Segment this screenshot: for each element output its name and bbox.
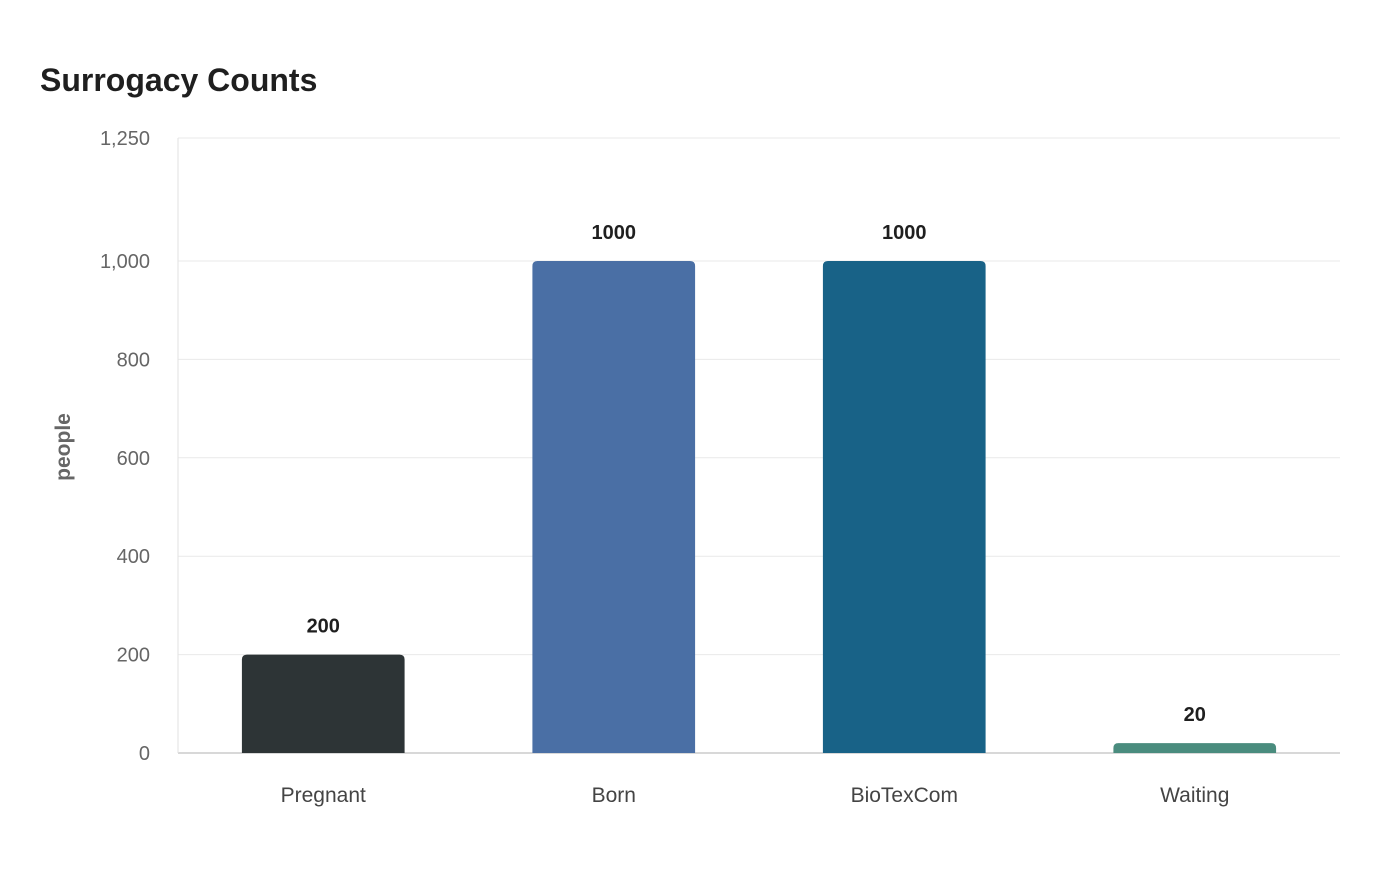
chart-title: Surrogacy Counts	[40, 62, 318, 98]
y-tick-label: 0	[139, 743, 150, 765]
data-label: 200	[307, 616, 340, 638]
x-tick-label: Pregnant	[281, 784, 366, 807]
y-tick-label: 1,250	[100, 128, 150, 150]
y-tick-label: 200	[117, 645, 150, 667]
x-tick-label: Born	[592, 784, 636, 807]
data-label: 20	[1184, 704, 1206, 726]
y-axis-title: people	[52, 413, 75, 481]
y-tick-label: 1,000	[100, 251, 150, 273]
data-label: 1000	[592, 222, 637, 244]
bar-waiting	[1113, 743, 1277, 753]
y-tick-label: 800	[117, 349, 150, 371]
bar-pregnant	[241, 654, 405, 753]
y-tick-label: 400	[117, 546, 150, 568]
x-tick-label: Waiting	[1160, 784, 1229, 807]
axes: 0 200 400 600 800 1,000 1,250	[100, 128, 179, 765]
y-tick-label: 600	[117, 448, 150, 470]
bar-biotexcom	[822, 261, 986, 753]
bars	[241, 261, 1277, 753]
x-tick-label: BioTexCom	[851, 784, 958, 807]
data-label: 1000	[882, 222, 927, 244]
bar-born	[532, 261, 696, 753]
labels: 200 Pregnant 1000 Born 1000 BioTexCom 20 Waitin…	[281, 222, 1230, 807]
